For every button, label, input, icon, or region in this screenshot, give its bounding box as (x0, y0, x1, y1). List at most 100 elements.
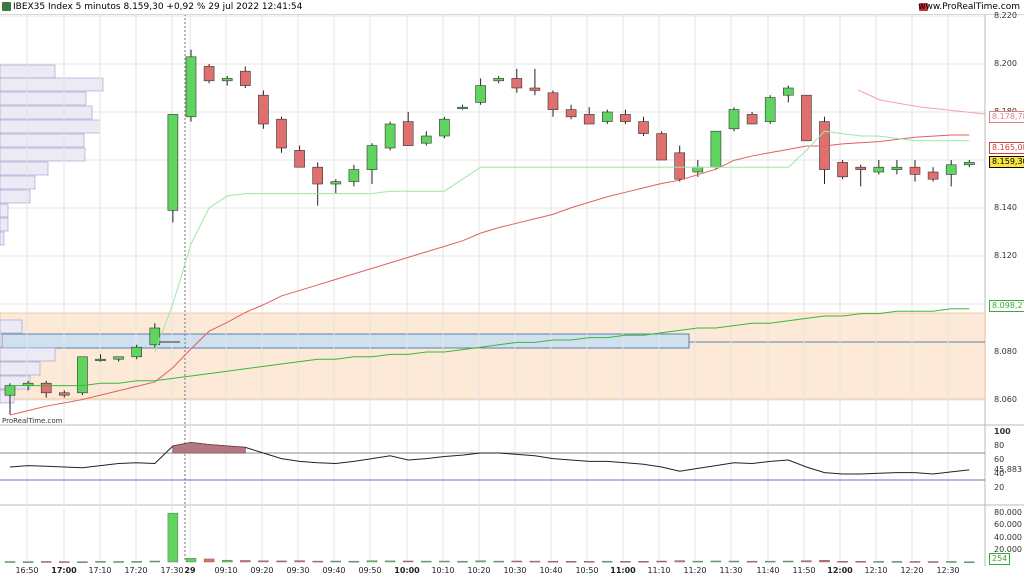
volume-profile-bar (0, 361, 41, 376)
candle-down (240, 70, 251, 86)
candle-down (58, 392, 70, 396)
time-axis-label: 09:40 (322, 566, 346, 575)
time-axis-label: 10:40 (539, 566, 563, 575)
time-axis-label: 12:10 (864, 566, 888, 575)
time-axis-label: 09:30 (286, 566, 310, 575)
candle-down (258, 94, 269, 125)
volume-bar (77, 561, 88, 563)
volume-profile-bar (0, 189, 31, 204)
volume-profile-bar (0, 217, 9, 232)
candle-up (710, 130, 722, 168)
candle-down (312, 166, 324, 185)
range-box (1, 333, 690, 349)
volume-bar (131, 561, 142, 563)
candle-down (402, 121, 414, 146)
time-axis-label: 10:30 (503, 566, 527, 575)
price-axis-label: 8.200 (994, 59, 1017, 68)
candle-down (276, 118, 287, 149)
candle-down (837, 162, 848, 178)
volume-bar (276, 560, 287, 563)
volume-bar (421, 560, 432, 563)
volume-profile-bar (0, 147, 86, 162)
candle-down (656, 133, 667, 161)
candle-up (782, 87, 794, 96)
volume-profile-bar (0, 319, 23, 334)
time-axis-label: 17:00 (51, 566, 77, 575)
volume-bar (692, 560, 703, 563)
volume-profile-bar (0, 175, 36, 190)
volume-bar (475, 560, 486, 563)
volume-profile-bar (0, 333, 3, 348)
volume-bar (22, 561, 34, 563)
time-axis-label: 11:50 (792, 566, 816, 575)
candle-down (294, 150, 305, 168)
price-tag: 8.159,30 (989, 156, 1024, 168)
volume-bar (765, 560, 776, 563)
demand-zone (0, 312, 986, 400)
volume-bar (113, 561, 124, 563)
time-axis-label: 29 (184, 566, 196, 575)
volume-profile-bar (0, 161, 49, 176)
window-titlebar: IBEX35 Index 5 minutos 8.159,30 +0,92 % … (0, 0, 1024, 15)
volume-bar (457, 560, 468, 563)
volume-bar (59, 561, 70, 563)
volume-bar (203, 558, 215, 563)
candle-up (873, 166, 885, 173)
candle-up (149, 327, 161, 346)
candle-up (457, 106, 468, 109)
volume-axis-label: 20.000 (994, 544, 1022, 554)
volume-profile-bar (0, 203, 9, 218)
candle-up (475, 85, 486, 103)
volume-bar (674, 560, 685, 563)
candle-down (855, 166, 867, 170)
candle-up (366, 145, 378, 170)
volume-bar (710, 560, 722, 563)
price-tag: 8.098,27 (989, 300, 1024, 312)
time-axis-label: 17:10 (88, 566, 112, 575)
candle-up (221, 78, 233, 82)
candle-up (692, 166, 704, 173)
candle-down (40, 382, 52, 394)
volume-bar (511, 560, 522, 563)
brand-link[interactable]: www.ProRealTime.com (918, 2, 1020, 12)
candle-up (330, 181, 342, 185)
time-axis-label: 10:10 (431, 566, 455, 575)
volume-profile-bar (0, 105, 93, 120)
price-axis-label: 8.220 (994, 11, 1017, 20)
candle-up (891, 166, 903, 170)
volume-bar (493, 560, 504, 563)
candle-up (77, 356, 88, 394)
price-axis-label: 8.140 (994, 203, 1017, 212)
volume-bar (837, 561, 848, 563)
candle-down (638, 121, 649, 134)
watermark: ProRealTime.com (2, 417, 63, 425)
volume-bar (946, 561, 957, 563)
chart-title: IBEX35 Index 5 minutos 8.159,30 +0,92 % … (13, 2, 303, 12)
volume-value-tag: 254 (989, 553, 1011, 565)
time-axis-label: 09:50 (358, 566, 382, 575)
candle-down (203, 66, 215, 82)
volume-bar (439, 560, 450, 563)
candle-up (384, 123, 396, 149)
candle-up (348, 169, 360, 182)
volume-bar (384, 560, 396, 563)
volume-bar (258, 560, 269, 563)
volume-bar (656, 560, 667, 563)
candle-up (728, 109, 740, 130)
candle-up (963, 162, 975, 166)
time-axis-label: 17:20 (124, 566, 148, 575)
time-axis-label: 16:50 (15, 566, 39, 575)
moving-average-red (9, 134, 970, 416)
volume-bar (783, 560, 794, 563)
volume-bar (185, 558, 197, 563)
rsi-axis-label: 80 (994, 441, 1005, 450)
candle-down (746, 114, 758, 125)
price-axis-label: 8.080 (994, 347, 1017, 356)
volume-bar (330, 560, 341, 563)
candle-up (131, 346, 142, 358)
trailing-stop-line (154, 130, 970, 353)
volume-profile-bar (0, 231, 5, 246)
price-tag: 8.178,78 (989, 111, 1024, 123)
time-axis-label: 12:20 (900, 566, 924, 575)
